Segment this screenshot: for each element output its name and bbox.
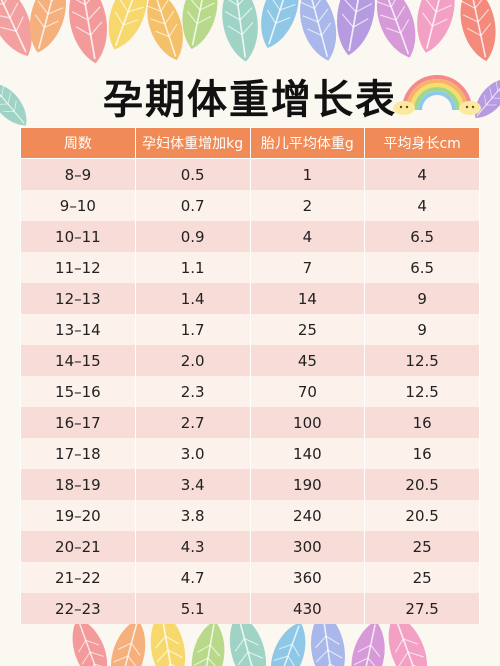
table-row: 13–14 1.7 25 9	[20, 314, 480, 345]
header-mother-weight-gain: 孕妇体重增加kg	[134, 127, 251, 159]
cell-weeks: 19–20	[20, 500, 136, 531]
table-row: 8–9 0.5 1 4	[20, 158, 480, 190]
table-row: 17–18 3.0 140 16	[20, 438, 480, 469]
cell-mother-gain: 3.0	[134, 438, 251, 469]
cell-mother-gain: 1.4	[134, 283, 251, 314]
cell-mother-gain: 1.1	[134, 252, 251, 283]
cell-length: 12.5	[364, 345, 480, 376]
cell-weeks: 10–11	[20, 221, 136, 252]
cell-length: 6.5	[364, 252, 480, 283]
cell-mother-gain: 4.7	[134, 562, 251, 593]
cell-fetal-weight: 360	[249, 562, 366, 593]
cell-length: 9	[364, 314, 480, 345]
cell-mother-gain: 2.0	[134, 345, 251, 376]
table-row: 10–11 0.9 4 6.5	[20, 221, 480, 252]
cell-weeks: 14–15	[20, 345, 136, 376]
cell-mother-gain: 2.3	[134, 376, 251, 407]
cell-fetal-weight: 1	[249, 158, 366, 190]
table-row: 12–13 1.4 14 9	[20, 283, 480, 314]
cell-fetal-weight: 100	[249, 407, 366, 438]
cell-mother-gain: 5.1	[134, 593, 251, 624]
cell-length: 20.5	[364, 500, 480, 531]
cell-weeks: 22–23	[20, 593, 136, 624]
cell-mother-gain: 0.5	[134, 158, 251, 190]
cell-length: 16	[364, 407, 480, 438]
cell-fetal-weight: 300	[249, 531, 366, 562]
rainbow-icon	[393, 75, 481, 115]
cell-length: 25	[364, 562, 480, 593]
cell-mother-gain: 1.7	[134, 314, 251, 345]
cell-mother-gain: 3.4	[134, 469, 251, 500]
table-row: 16–17 2.7 100 16	[20, 407, 480, 438]
cell-weeks: 15–16	[20, 376, 136, 407]
cell-fetal-weight: 14	[249, 283, 366, 314]
table-row: 11–12 1.1 7 6.5	[20, 252, 480, 283]
cell-weeks: 16–17	[20, 407, 136, 438]
top-leaf-border	[0, 0, 500, 68]
table-header-row: 周数 孕妇体重增加kg 胎儿平均体重g 平均身长cm	[20, 127, 480, 159]
cell-fetal-weight: 140	[249, 438, 366, 469]
table-row: 18–19 3.4 190 20.5	[20, 469, 480, 500]
cell-mother-gain: 0.7	[134, 190, 251, 221]
header-weeks: 周数	[20, 127, 136, 159]
cell-length: 20.5	[364, 469, 480, 500]
table-row: 21–22 4.7 360 25	[20, 562, 480, 593]
cell-fetal-weight: 7	[249, 252, 366, 283]
cell-fetal-weight: 45	[249, 345, 366, 376]
table-row: 14–15 2.0 45 12.5	[20, 345, 480, 376]
cell-weeks: 20–21	[20, 531, 136, 562]
cell-mother-gain: 0.9	[134, 221, 251, 252]
table-row: 9–10 0.7 2 4	[20, 190, 480, 221]
cell-fetal-weight: 430	[249, 593, 366, 624]
cell-fetal-weight: 240	[249, 500, 366, 531]
cell-weeks: 17–18	[20, 438, 136, 469]
weight-gain-table: 周数 孕妇体重增加kg 胎儿平均体重g 平均身长cm 8–9 0.5 1 4 9…	[20, 127, 480, 624]
cell-length: 25	[364, 531, 480, 562]
cell-length: 6.5	[364, 221, 480, 252]
header-fetal-avg-weight: 胎儿平均体重g	[249, 127, 366, 159]
cell-weeks: 12–13	[20, 283, 136, 314]
cell-mother-gain: 2.7	[134, 407, 251, 438]
cell-weeks: 18–19	[20, 469, 136, 500]
cell-length: 27.5	[364, 593, 480, 624]
cell-length: 12.5	[364, 376, 480, 407]
cell-weeks: 11–12	[20, 252, 136, 283]
page-title: 孕期体重增长表	[103, 77, 397, 123]
cell-length: 4	[364, 158, 480, 190]
cell-weeks: 13–14	[20, 314, 136, 345]
cell-mother-gain: 4.3	[134, 531, 251, 562]
header-avg-length: 平均身长cm	[364, 127, 480, 159]
cell-weeks: 8–9	[20, 158, 136, 190]
cell-fetal-weight: 70	[249, 376, 366, 407]
cell-weeks: 9–10	[20, 190, 136, 221]
table-row: 15–16 2.3 70 12.5	[20, 376, 480, 407]
cell-mother-gain: 3.8	[134, 500, 251, 531]
cell-fetal-weight: 2	[249, 190, 366, 221]
cell-length: 4	[364, 190, 480, 221]
cell-weeks: 21–22	[20, 562, 136, 593]
cell-fetal-weight: 190	[249, 469, 366, 500]
table-row: 19–20 3.8 240 20.5	[20, 500, 480, 531]
cell-fetal-weight: 4	[249, 221, 366, 252]
cell-length: 16	[364, 438, 480, 469]
table-row: 20–21 4.3 300 25	[20, 531, 480, 562]
cell-length: 9	[364, 283, 480, 314]
cell-fetal-weight: 25	[249, 314, 366, 345]
table-row: 22–23 5.1 430 27.5	[20, 593, 480, 624]
